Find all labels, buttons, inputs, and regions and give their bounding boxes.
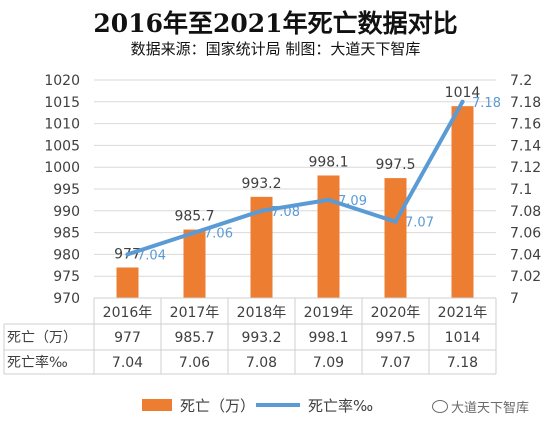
y-left-tick-label: 1010 — [44, 117, 80, 133]
y-left-tick-label: 995 — [53, 182, 80, 198]
line-point — [460, 99, 465, 104]
line-point — [125, 252, 130, 257]
line-data-label: 7.18 — [472, 96, 501, 111]
y-right-tick-label: 7.06 — [510, 226, 541, 242]
y-right-tick-label: 7.12 — [510, 160, 541, 176]
bar — [250, 196, 273, 298]
line-point — [326, 197, 331, 202]
bar-data-label: 998.1 — [308, 154, 348, 170]
line-point — [259, 208, 264, 213]
bar-data-label: 997.5 — [375, 157, 415, 173]
table-row-header: 死亡（万） — [7, 330, 77, 346]
line-point — [192, 230, 197, 235]
table-cell: 7.09 — [313, 355, 344, 371]
table-cell: 985.7 — [174, 330, 214, 346]
y-left-tick-label: 990 — [53, 204, 80, 220]
chart-subtitle: 数据来源：国家统计局 制图：大道天下智库 — [130, 40, 421, 58]
x-tick-label: 2019年 — [304, 305, 354, 321]
wechat-icon — [432, 400, 448, 413]
bar-data-label: 1014 — [445, 85, 481, 101]
bar — [451, 106, 474, 298]
table-cell: 7.07 — [380, 355, 411, 371]
y-left-tick-label: 970 — [53, 291, 80, 307]
y-right-tick-label: 7.14 — [510, 138, 541, 154]
line-data-label: 7.08 — [271, 205, 300, 220]
table-cell: 7.06 — [179, 355, 210, 371]
x-tick-label: 2018年 — [237, 305, 287, 321]
y-left-tick-label: 1020 — [44, 73, 80, 89]
line-series — [125, 99, 465, 257]
line-data-label: 7.06 — [204, 227, 233, 242]
y-left-tick-label: 975 — [53, 269, 80, 285]
y-left-tick-label: 980 — [53, 247, 80, 263]
y-right-tick-label: 7.2 — [510, 73, 532, 89]
table-cell: 7.08 — [246, 355, 277, 371]
bar-data-label: 985.7 — [174, 209, 214, 225]
y-right-tick-label: 7 — [510, 291, 519, 307]
table-cell: 998.1 — [308, 330, 348, 346]
table-cell: 997.5 — [375, 330, 415, 346]
y-right-tick-label: 7.08 — [510, 204, 541, 220]
x-tick-label: 2021年 — [438, 305, 488, 321]
line-point — [393, 219, 398, 224]
y-left-tick-label: 1000 — [44, 160, 80, 176]
table-cell: 993.2 — [241, 330, 281, 346]
y-right-tick-label: 7.04 — [510, 247, 541, 263]
y-right-tick-label: 7.16 — [510, 117, 541, 133]
line-data-label: 7.04 — [137, 248, 166, 263]
chart-title: 2016年至2021年死亡数据对比 — [93, 9, 458, 38]
y-right-tick-label: 7.02 — [510, 269, 541, 285]
legend-label: 死亡（万） — [180, 397, 255, 415]
watermark: 大道天下智库 — [432, 397, 529, 416]
bar-data-label: 993.2 — [241, 176, 281, 192]
table-cell: 977 — [114, 330, 141, 346]
x-tick-label: 2020年 — [371, 305, 421, 321]
bar — [116, 267, 139, 298]
table-cell: 7.04 — [112, 355, 143, 371]
line-data-label: 7.09 — [338, 194, 367, 209]
legend-swatch-bar — [142, 399, 172, 411]
y-right-tick-label: 7.18 — [510, 95, 541, 111]
bar — [183, 229, 206, 298]
y-left-tick-label: 985 — [53, 226, 80, 242]
bar — [317, 175, 340, 298]
table-cell: 7.18 — [447, 355, 478, 371]
x-tick-label: 2016年 — [103, 305, 153, 321]
watermark-text: 大道天下智库 — [451, 401, 530, 416]
y-left-tick-label: 1005 — [44, 138, 80, 154]
y-right-tick-label: 7.1 — [510, 182, 532, 198]
line-data-label: 7.07 — [405, 216, 434, 231]
x-tick-label: 2017年 — [170, 305, 220, 321]
legend-label: 死亡率‰ — [308, 397, 373, 415]
table-row-header: 死亡率‰ — [7, 354, 68, 371]
table-cell: 1014 — [445, 330, 481, 346]
y-left-tick-label: 1015 — [44, 95, 80, 111]
bar — [384, 178, 407, 298]
